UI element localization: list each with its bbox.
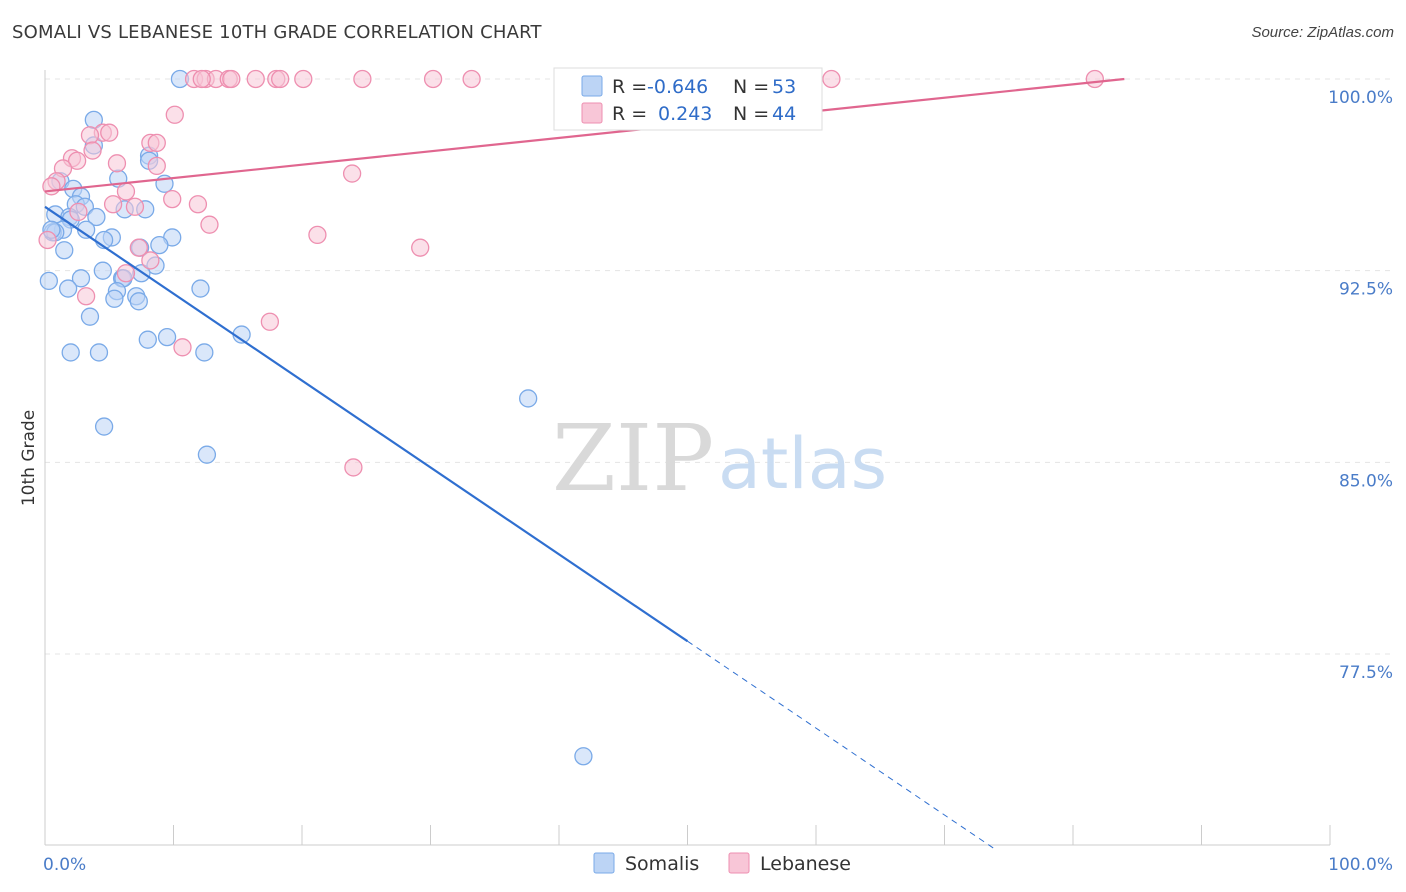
- series-legend: Somalis Lebanese: [593, 852, 851, 875]
- legend-r-label-lebanese: R =: [612, 103, 647, 125]
- trend-line-somalis: [44, 205, 689, 643]
- point-lebanese-43: [76, 287, 96, 306]
- chart-title: SOMALI VS LEBANESE 10TH GRADE CORRELATIO…: [12, 22, 542, 43]
- point-lebanese-24: [107, 154, 127, 173]
- legend-n-label-somalis: N =: [733, 76, 769, 98]
- legend-r-value-somalis: -0.646: [647, 76, 708, 98]
- series-lebanese: [38, 69, 1104, 477]
- point-lebanese-23: [67, 151, 87, 170]
- watermark-zip: ZIP: [552, 405, 714, 512]
- point-lebanese-30: [116, 182, 136, 201]
- point-lebanese-37: [308, 225, 327, 245]
- point-somalis-45: [61, 343, 80, 362]
- trend-line-lebanese: [44, 77, 1125, 193]
- point-somalis-50: [197, 445, 217, 464]
- series-somalis: [39, 69, 593, 766]
- point-lebanese-14: [222, 69, 241, 89]
- point-lebanese-7: [294, 69, 313, 89]
- point-lebanese-18: [80, 126, 100, 145]
- point-lebanese-45: [173, 338, 192, 357]
- point-somalis-40: [129, 292, 148, 311]
- y-tick-labels: 100.0% 92.5% 85.0% 77.5%: [1328, 88, 1393, 683]
- y-axis-label: 10th Grade: [19, 410, 39, 506]
- trend-lines: [44, 77, 1125, 851]
- legend-n-value-lebanese: 44: [772, 103, 796, 125]
- legend-n-value-somalis: 53: [772, 76, 796, 98]
- point-somalis-29: [93, 261, 112, 280]
- point-lebanese-35: [69, 202, 88, 222]
- point-lebanese-38: [38, 230, 57, 250]
- watermark: ZIP atlas: [552, 405, 887, 512]
- point-somalis-17: [87, 207, 106, 227]
- point-lebanese-32: [188, 195, 208, 214]
- point-lebanese-4: [246, 69, 265, 89]
- point-lebanese-27: [342, 164, 362, 183]
- point-lebanese-8: [353, 69, 372, 89]
- legend-swatch-lebanese: [581, 102, 603, 124]
- source-label: Source: ZipAtlas.com: [1251, 24, 1394, 41]
- point-somalis-26: [150, 235, 169, 255]
- point-somalis-35: [58, 279, 78, 298]
- gridlines: [45, 78, 1395, 655]
- point-lebanese-21: [83, 141, 102, 160]
- x-tick-label-min: 0.0%: [43, 855, 86, 875]
- point-somalis-49: [94, 417, 114, 436]
- bottom-legend-label-somalis: Somalis: [625, 853, 699, 875]
- point-lebanese-42: [116, 264, 136, 283]
- point-lebanese-12: [1085, 69, 1104, 89]
- point-somalis-41: [80, 307, 100, 326]
- bottom-legend-swatch-somalis: [593, 852, 615, 874]
- point-lebanese-25: [147, 156, 166, 176]
- point-somalis-34: [39, 271, 59, 291]
- point-lebanese-11: [822, 69, 841, 89]
- point-lebanese-10: [462, 69, 481, 89]
- point-somalis-27: [55, 241, 74, 260]
- y-tick-label-3: 77.5%: [1339, 663, 1393, 683]
- legend-r-label-somalis: R =: [612, 76, 647, 98]
- point-lebanese-41: [141, 251, 160, 270]
- legend-r-value-lebanese: 0.243: [658, 103, 712, 125]
- point-lebanese-46: [344, 458, 363, 477]
- legend-n-label-lebanese: N =: [733, 103, 769, 125]
- trend-extension-somalis: [687, 640, 997, 851]
- watermark-atlas: atlas: [718, 423, 887, 505]
- y-tick-label-1: 92.5%: [1339, 280, 1393, 300]
- x-tick-label-max: 100.0%: [1328, 855, 1393, 875]
- point-lebanese-33: [103, 195, 123, 214]
- point-somalis-48: [519, 389, 538, 408]
- point-lebanese-20: [147, 133, 166, 153]
- point-lebanese-44: [260, 312, 280, 331]
- point-somalis-47: [195, 343, 214, 362]
- y-tick-label-2: 85.0%: [1339, 471, 1393, 491]
- point-lebanese-15: [165, 105, 184, 124]
- point-lebanese-40: [411, 238, 430, 257]
- point-lebanese-36: [200, 215, 219, 234]
- bottom-legend-label-lebanese: Lebanese: [760, 853, 851, 875]
- point-somalis-51: [574, 747, 593, 766]
- point-lebanese-9: [423, 69, 443, 89]
- point-lebanese-17: [100, 123, 119, 142]
- point-lebanese-39: [129, 238, 148, 257]
- point-somalis-46: [89, 343, 109, 362]
- point-lebanese-31: [163, 189, 182, 209]
- stats-legend: R = -0.646 N = 53 R = 0.243 N = 44: [553, 67, 823, 131]
- y-tick-label-0: 100.0%: [1328, 88, 1393, 108]
- bottom-legend-swatch-lebanese: [728, 852, 750, 874]
- legend-swatch-somalis: [581, 75, 603, 97]
- axes: [44, 70, 1331, 846]
- point-lebanese-13: [192, 69, 211, 89]
- point-somalis-44: [138, 330, 157, 349]
- point-somalis-32: [71, 269, 91, 288]
- point-lebanese-6: [271, 69, 290, 89]
- point-somalis-43: [157, 327, 177, 347]
- point-somalis-36: [191, 279, 210, 298]
- point-lebanese-34: [125, 197, 145, 216]
- point-somalis-39: [105, 289, 124, 308]
